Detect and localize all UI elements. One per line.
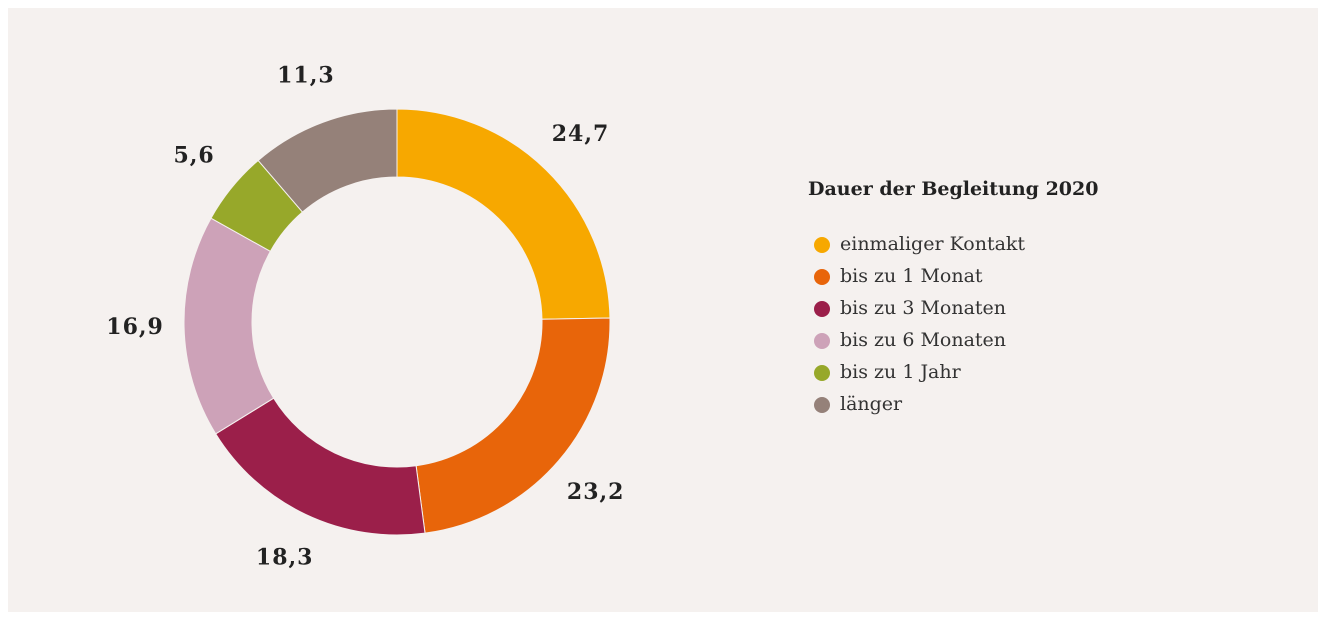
- legend-label: bis zu 1 Jahr: [840, 361, 962, 383]
- value-label: 5,6: [173, 142, 214, 168]
- legend-label: einmaliger Kontakt: [840, 233, 1025, 255]
- legend-title: Dauer der Begleitung 2020: [808, 178, 1098, 200]
- donut-segment: [396, 108, 611, 320]
- legend-marker: [814, 269, 830, 285]
- legend-marker: [814, 333, 830, 349]
- value-label: 18,3: [256, 545, 314, 571]
- value-label: 23,2: [567, 479, 625, 505]
- legend-marker: [814, 301, 830, 317]
- legend-label: länger: [840, 393, 903, 415]
- legend-marker: [814, 365, 830, 381]
- legend-label: bis zu 6 Monaten: [840, 329, 1006, 351]
- legend-marker: [814, 237, 830, 253]
- value-label: 24,7: [552, 121, 610, 147]
- value-label: 11,3: [277, 62, 335, 88]
- value-label: 16,9: [106, 314, 164, 340]
- legend-label: bis zu 1 Monat: [840, 265, 983, 287]
- donut-segment: [257, 108, 398, 213]
- legend-label: bis zu 3 Monaten: [840, 297, 1006, 319]
- legend-marker: [814, 397, 830, 413]
